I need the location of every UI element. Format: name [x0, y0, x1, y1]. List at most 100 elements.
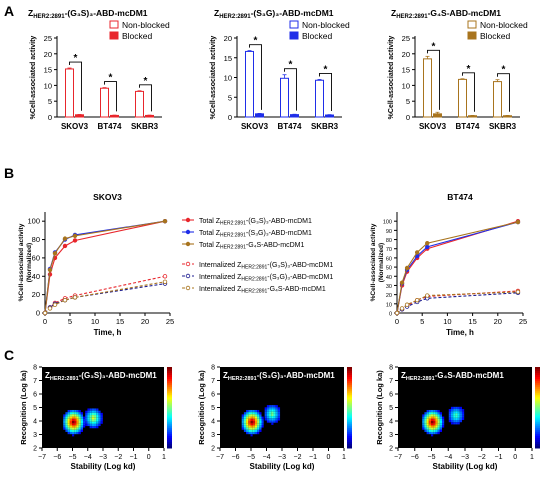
y-tick-label: 80	[386, 238, 392, 244]
heatmap-cell	[96, 410, 99, 413]
heatmap-cell	[83, 416, 86, 419]
heatmap-cell	[431, 431, 434, 435]
heatmap-cell	[87, 412, 90, 416]
data-point	[404, 302, 410, 307]
colorbar-segment	[347, 419, 352, 423]
y-tick-label: 2	[211, 446, 215, 453]
legend-suffix: -(S₃G)₃-ABD-mcDM1	[267, 274, 333, 281]
heatmap-cell	[65, 429, 68, 432]
colorbar-segment	[167, 431, 172, 435]
y-axis-label-line1: %Cell-associated activity	[18, 223, 25, 301]
y-tick-label: 10	[402, 81, 410, 90]
bar	[468, 115, 477, 118]
heatmap-cell	[100, 415, 103, 418]
bar	[503, 115, 512, 118]
significance-bracket	[249, 44, 262, 110]
heatmap-cell	[83, 423, 86, 426]
colorbar-segment	[535, 401, 540, 404]
heatmap-cell	[91, 415, 95, 418]
x-tick-label: 5	[68, 317, 72, 326]
y-tick-label: 10	[224, 74, 232, 83]
heatmap-cell	[243, 425, 247, 428]
heatmap-cell	[254, 409, 258, 413]
heatmap-cell	[257, 414, 260, 417]
heatmap-cell	[442, 416, 445, 419]
heatmap-cell	[455, 413, 458, 416]
heatmap-cell	[89, 426, 92, 429]
x-tick-label: −1	[309, 454, 317, 461]
heatmap-cell	[450, 413, 454, 416]
heatmap-cell	[259, 423, 262, 426]
bar	[280, 77, 289, 118]
legend-swatch	[109, 31, 119, 40]
heatmap-cell	[461, 415, 465, 418]
legend-label: Internalized ZHER2:2891-(G₃S)₃-ABD-mcDM1	[199, 262, 333, 271]
heatmap-cell	[78, 409, 81, 413]
x-tick-label: −5	[69, 454, 77, 461]
colorbar-segment	[167, 387, 172, 390]
colorbar-segment	[347, 381, 352, 384]
x-tick-label: −7	[38, 454, 46, 461]
title-rest: -(S₃G)₃-ABD-mcDM1	[257, 371, 336, 380]
heatmap-cell	[257, 409, 260, 413]
y-tick-label: 60	[386, 256, 392, 262]
significance-star: *	[467, 64, 471, 75]
heatmap-cell	[424, 425, 427, 428]
heatmap-cell	[63, 416, 66, 419]
heatmap-cell	[439, 416, 442, 419]
heatmap-cell	[435, 420, 438, 424]
heatmap-cell	[98, 410, 101, 413]
heatmap-cell	[67, 420, 70, 424]
colorbar-segment	[535, 371, 540, 374]
title-main: Z	[45, 371, 50, 380]
x-tick-label: 25	[166, 317, 174, 326]
series-line	[44, 220, 166, 314]
data-point	[52, 251, 58, 256]
heatmap-cell	[457, 406, 460, 410]
heatmap-cell	[266, 407, 270, 410]
title-main: Z	[214, 8, 219, 18]
colorbar-segment	[347, 367, 352, 370]
colorbar-segment	[347, 405, 352, 408]
heatmap-cell	[87, 423, 90, 427]
heatmap-cell	[98, 417, 101, 420]
colorbar-segment	[535, 443, 540, 447]
category-label: BT474	[277, 122, 302, 131]
heatmap-cell	[76, 423, 79, 426]
heatmap-cell	[91, 426, 95, 429]
heatmap-cell	[91, 419, 95, 422]
colorbar-segment	[535, 391, 540, 394]
bar	[325, 114, 334, 118]
y-tick-label: 8	[211, 365, 215, 372]
heatmap-cell	[76, 418, 79, 421]
heatmap-cell	[439, 420, 442, 424]
heatmap-cell	[435, 418, 438, 421]
legend-label: Internalized ZHER2:2891-(S₃G)₃-ABD-mcDM1	[199, 274, 333, 283]
bar-chart-0: ZHER2:2891-(G₃S)₃-ABD-mcDM1 0 5 10 15 20 25 %Ce…	[28, 8, 170, 131]
heatmap-cell	[80, 416, 83, 419]
colorbar-segment	[167, 377, 172, 380]
category-label: SKBR3	[489, 122, 517, 131]
heatmap-cell	[275, 416, 278, 419]
heatmap-cell	[76, 427, 79, 430]
colorbar-segment	[347, 391, 352, 394]
heatmap-cell	[428, 414, 431, 417]
heatmap-cell	[424, 414, 427, 417]
heatmap-cell	[74, 420, 77, 424]
x-tick-label: −1	[130, 454, 138, 461]
y-tick-label: 0	[36, 309, 40, 318]
heatmap-cell	[424, 416, 427, 419]
category-label: SKOV3	[61, 122, 89, 131]
y-tick-label: 2	[33, 446, 37, 453]
heatmap-cell	[250, 429, 253, 432]
colorbar-segment	[167, 419, 172, 423]
heatmap-cell	[277, 409, 281, 412]
colorbar-segment	[535, 435, 540, 439]
heatmap-cell	[264, 416, 267, 419]
heatmap-cell	[80, 427, 83, 430]
heatmap-cell	[266, 411, 270, 414]
x-axis-label: Stability (Log kd)	[433, 462, 498, 471]
colorbar-segment	[535, 369, 540, 372]
y-axis-label: %Cell-associated activity	[30, 36, 37, 120]
heatmap-cell	[435, 416, 438, 419]
